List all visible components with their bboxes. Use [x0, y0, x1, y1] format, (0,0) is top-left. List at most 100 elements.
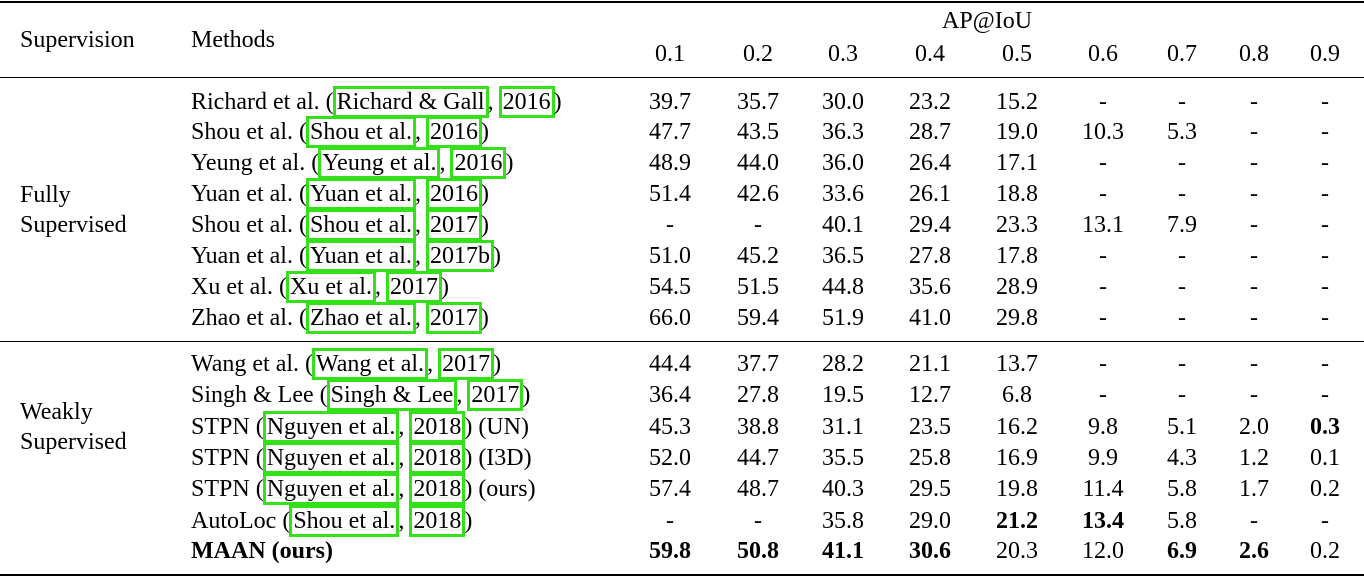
ap-value-cell: 40.1 — [822, 212, 864, 238]
header-supervision: Supervision — [20, 27, 135, 53]
ap-value-cell: 36.4 — [649, 382, 691, 408]
ap-value-cell: 35.6 — [909, 274, 951, 300]
citation-year-link[interactable]: 2016 — [426, 116, 482, 148]
ap-value-cell: 51.0 — [649, 243, 691, 269]
citation-year-link[interactable]: 2018 — [409, 505, 466, 537]
ap-value-cell: - — [1321, 351, 1329, 377]
citation-author-link[interactable]: Wang et al. — [312, 348, 429, 380]
ap-value-cell: 41.1 — [822, 538, 864, 564]
ap-value-cell: 23.5 — [909, 414, 951, 440]
citation-author-link[interactable]: Singh & Lee — [326, 379, 458, 411]
citation-year-link[interactable]: 2017 — [467, 379, 524, 411]
method-name: Zhao et al. — [191, 305, 293, 331]
ap-value-cell: 5.8 — [1167, 508, 1197, 534]
ap-value-cell: 17.8 — [996, 243, 1038, 269]
ap-value-cell: 21.1 — [909, 351, 951, 377]
citation-year-link[interactable]: 2018 — [409, 442, 466, 474]
ap-value-cell: - — [1250, 274, 1258, 300]
ap-value-cell: - — [1099, 243, 1107, 269]
ap-value-cell: - — [1250, 181, 1258, 207]
ap-value-cell: 0.2 — [1310, 476, 1340, 502]
method-name: STPN — [191, 445, 250, 471]
citation-year-link[interactable]: 2017 — [438, 348, 495, 380]
group-rule — [0, 341, 1364, 342]
citation-author-link[interactable]: Shou et al. — [289, 505, 400, 537]
ap-value-cell: 29.4 — [909, 212, 951, 238]
citation-author-link[interactable]: Zhao et al. — [305, 302, 416, 334]
ap-value-cell: 35.8 — [822, 508, 864, 534]
citation-author-link[interactable]: Richard & Gall — [332, 86, 489, 118]
ap-value-cell: 2.6 — [1239, 538, 1269, 564]
citation-author-link[interactable]: Xu et al. — [285, 271, 376, 303]
citation-year-link[interactable]: 2018 — [409, 473, 466, 505]
citation-author-link[interactable]: Nguyen et al. — [262, 442, 400, 474]
citation-year-link[interactable]: 2018 — [409, 411, 466, 443]
header-threshold: 0.7 — [1167, 41, 1197, 67]
ap-value-cell: - — [1250, 351, 1258, 377]
citation-year-link[interactable]: 2017 — [426, 209, 482, 241]
ap-value-cell: 59.8 — [649, 538, 691, 564]
ap-value-cell: - — [666, 212, 674, 238]
ap-value-cell: 7.9 — [1167, 212, 1197, 238]
ap-value-cell: 15.2 — [996, 89, 1038, 115]
ap-value-cell: 57.4 — [649, 476, 691, 502]
ap-value-cell: - — [666, 508, 674, 534]
ap-value-cell: 27.8 — [909, 243, 951, 269]
ap-value-cell: 54.5 — [649, 274, 691, 300]
method-cell: Richard et al. (Richard & Gall, 2016) — [191, 86, 562, 118]
citation-author-link[interactable]: Shou et al. — [306, 116, 416, 148]
group-label-line: Fully — [20, 182, 71, 208]
ap-value-cell: 9.8 — [1088, 414, 1118, 440]
ap-value-cell: - — [1099, 274, 1107, 300]
ap-value-cell: 44.7 — [737, 445, 779, 471]
ap-value-cell: 37.7 — [737, 351, 779, 377]
ap-value-cell: 6.9 — [1167, 538, 1197, 564]
ap-value-cell: 26.4 — [909, 150, 951, 176]
citation-author-link[interactable]: Yuan et al. — [305, 240, 416, 272]
citation-year-link[interactable]: 2016 — [450, 147, 507, 179]
ap-value-cell: - — [1099, 305, 1107, 331]
citation-year-link[interactable]: 2017 — [385, 271, 442, 303]
header-metric: AP@IoU — [942, 8, 1033, 34]
method-cell: MAAN (ours) — [191, 537, 333, 565]
ap-value-cell: 1.2 — [1239, 445, 1269, 471]
citation-author-link[interactable]: Yuan et al. — [305, 178, 416, 210]
ap-value-cell: 43.5 — [737, 119, 779, 145]
ap-value-cell: 19.8 — [996, 476, 1038, 502]
ap-value-cell: - — [754, 508, 762, 534]
ap-value-cell: 39.7 — [649, 89, 691, 115]
ap-value-cell: 20.3 — [996, 538, 1038, 564]
ap-value-cell: - — [1178, 351, 1186, 377]
ap-value-cell: - — [1321, 305, 1329, 331]
ap-value-cell: 51.9 — [822, 305, 864, 331]
ap-value-cell: 38.8 — [737, 414, 779, 440]
ap-value-cell: - — [1178, 305, 1186, 331]
method-name: Singh & Lee — [191, 382, 314, 408]
ap-value-cell: 12.7 — [909, 382, 951, 408]
method-cell: Yuan et al. (Yuan et al., 2017b) — [191, 240, 501, 272]
ap-value-cell: 16.9 — [996, 445, 1038, 471]
ap-value-cell: 51.4 — [649, 181, 691, 207]
citation-year-link[interactable]: 2017b — [425, 240, 494, 272]
citation-author-link[interactable]: Nguyen et al. — [262, 473, 400, 505]
citation-author-link[interactable]: Yeung et al. — [318, 147, 441, 179]
ap-value-cell: 0.3 — [1310, 414, 1340, 440]
header-threshold: 0.9 — [1310, 41, 1340, 67]
citation-author-link[interactable]: Shou et al. — [306, 209, 416, 241]
top-rule — [0, 1, 1364, 3]
ap-value-cell: 25.8 — [909, 445, 951, 471]
citation-year-link[interactable]: 2017 — [425, 302, 482, 334]
ap-value-cell: 44.8 — [822, 274, 864, 300]
ap-value-cell: 36.0 — [822, 150, 864, 176]
method-cell: Shou et al. (Shou et al., 2016) — [191, 116, 489, 148]
ap-value-cell: - — [1321, 181, 1329, 207]
ap-value-cell: - — [1178, 274, 1186, 300]
ap-value-cell: 28.7 — [909, 119, 951, 145]
header-methods: Methods — [191, 27, 275, 53]
method-name: Yuan et al. — [191, 243, 293, 269]
citation-year-link[interactable]: 2016 — [425, 178, 482, 210]
ap-value-cell: - — [1099, 150, 1107, 176]
ap-value-cell: 48.7 — [737, 476, 779, 502]
citation-year-link[interactable]: 2016 — [498, 86, 555, 118]
citation-author-link[interactable]: Nguyen et al. — [262, 411, 400, 443]
